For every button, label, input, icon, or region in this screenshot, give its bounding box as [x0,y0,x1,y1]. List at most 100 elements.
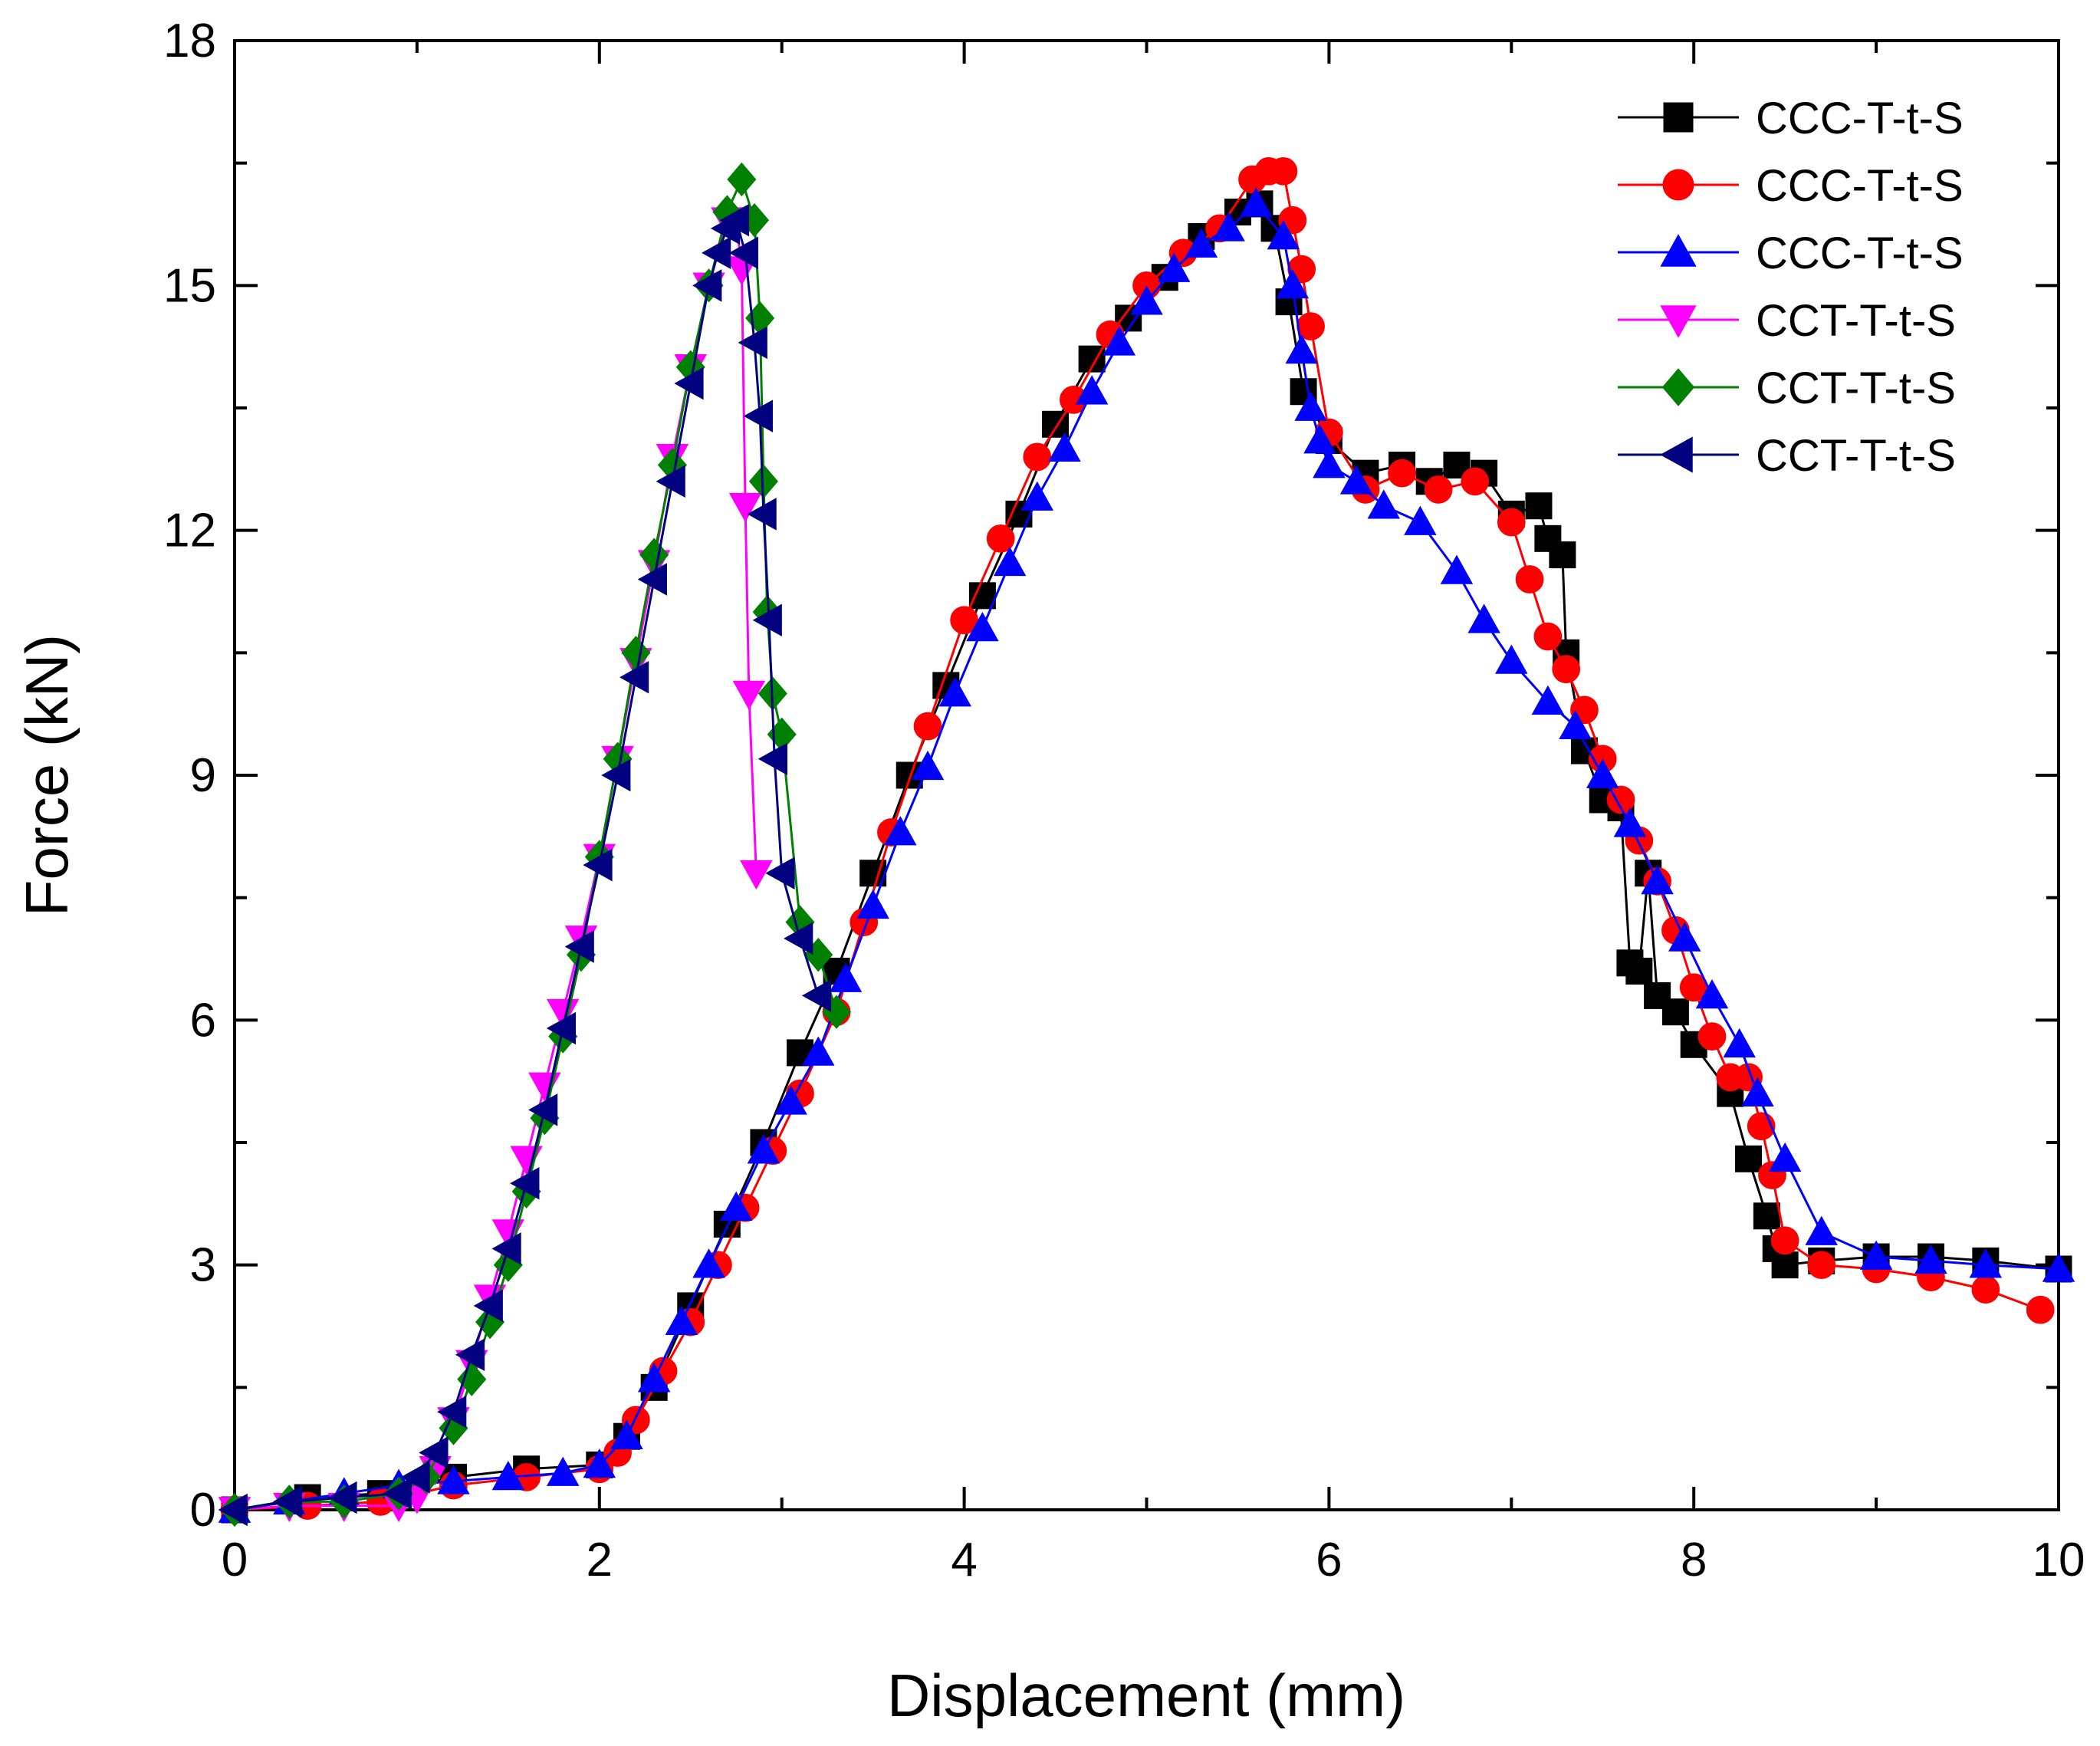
data-point [747,1134,781,1164]
data-point [728,236,758,270]
data-point [1467,603,1500,633]
data-point [802,1036,835,1066]
data-point [1969,1248,2003,1278]
data-point [1807,1251,1836,1280]
data-point [1404,505,1437,535]
data-point [637,563,667,596]
data-point [986,524,1015,553]
data-point [1157,252,1191,282]
data-point [457,1362,487,1396]
legend: CCC-T-t-S CCC-T-t-S CCC-T-t-S CCT-T-t-S CCT-… [1618,94,1964,481]
data-point [546,1456,580,1486]
legend-marker [1660,436,1693,473]
data-point [774,1085,807,1115]
data-point [1771,1251,1799,1279]
data-point [1613,807,1647,837]
data-point [1303,424,1336,454]
data-point [938,677,971,707]
y-axis-title: Force (kN) [13,634,81,916]
data-point [218,1493,248,1527]
data-point [528,1093,558,1126]
data-point [437,1465,470,1494]
data-point [1461,467,1490,496]
data-point [719,203,750,237]
data-point [993,546,1027,577]
data-point [2042,1252,2075,1282]
series-layer [218,156,2075,1527]
x-tick-label: 10 [2033,1534,2085,1587]
data-point [1212,212,1245,242]
data-point [491,1232,521,1265]
data-point [272,1485,303,1518]
y-tick-label: 0 [190,1484,216,1537]
data-point [1695,978,1729,1009]
data-point [801,979,832,1012]
data-point [1525,492,1553,520]
x-tick-label: 2 [587,1534,613,1587]
x-tick-label: 6 [1316,1534,1342,1587]
data-point [1239,187,1273,217]
data-point [1515,565,1544,594]
data-point [564,930,594,963]
data-point [1424,475,1453,504]
data-point [583,1448,616,1478]
data-point [1440,554,1474,584]
data-point [692,1248,725,1278]
x-tick-label: 0 [222,1534,248,1587]
data-point [1661,998,1689,1026]
data-point [1723,1028,1756,1058]
legend-item: CCC-T-t-S [1618,161,1964,211]
legend-label: CCC-T-t-S [1756,161,1964,211]
data-point [1971,1275,2000,1304]
data-point [1497,508,1526,537]
legend-label: CCT-T-t-S [1756,431,1956,481]
data-point [1023,442,1052,472]
data-point [473,1289,503,1323]
x-tick-label: 8 [1681,1534,1707,1587]
data-point [765,857,795,889]
data-point [1641,864,1674,895]
legend-label: CCT-T-t-S [1756,363,1956,413]
data-point [1552,655,1581,683]
data-point [1606,785,1635,814]
legend-marker [1661,368,1695,406]
legend-label: CCC-T-t-S [1756,94,1964,143]
series-line [234,176,838,1511]
data-point [674,367,704,400]
data-point [400,1461,430,1494]
axis-tick-labels: 0 2 4 6 8 10 0 3 6 9 12 15 18 [163,15,2085,1587]
data-point [546,1011,577,1045]
legend-label: CCT-T-t-S [1756,296,1956,346]
data-point [727,162,757,197]
data-point [327,1481,357,1514]
data-point [692,269,722,302]
data-point [601,758,631,792]
data-point [829,962,863,992]
data-point [1285,334,1318,364]
data-point [665,1305,698,1335]
data-point [1367,489,1401,519]
data-point [752,603,782,637]
data-point [738,326,767,360]
legend-marker [1660,234,1697,267]
data-point [1770,1226,1799,1255]
data-point [968,582,996,610]
y-tick-label: 18 [163,15,216,67]
data-point [1075,375,1109,405]
data-point [719,1191,753,1221]
data-point [491,1460,525,1491]
data-point [382,1477,412,1510]
data-point [1495,644,1528,674]
data-point [884,816,917,846]
data-point [1549,541,1576,569]
data-point [784,922,813,955]
series-6 [218,203,832,1527]
data-point [637,1363,671,1393]
legend-item: CCT-T-t-S [1618,363,1956,413]
y-tick-label: 6 [190,994,216,1047]
series-line [234,202,2059,1511]
data-point [1586,758,1619,788]
x-axis-title: Displacement (mm) [887,1662,1405,1729]
y-tick-label: 9 [190,749,216,802]
